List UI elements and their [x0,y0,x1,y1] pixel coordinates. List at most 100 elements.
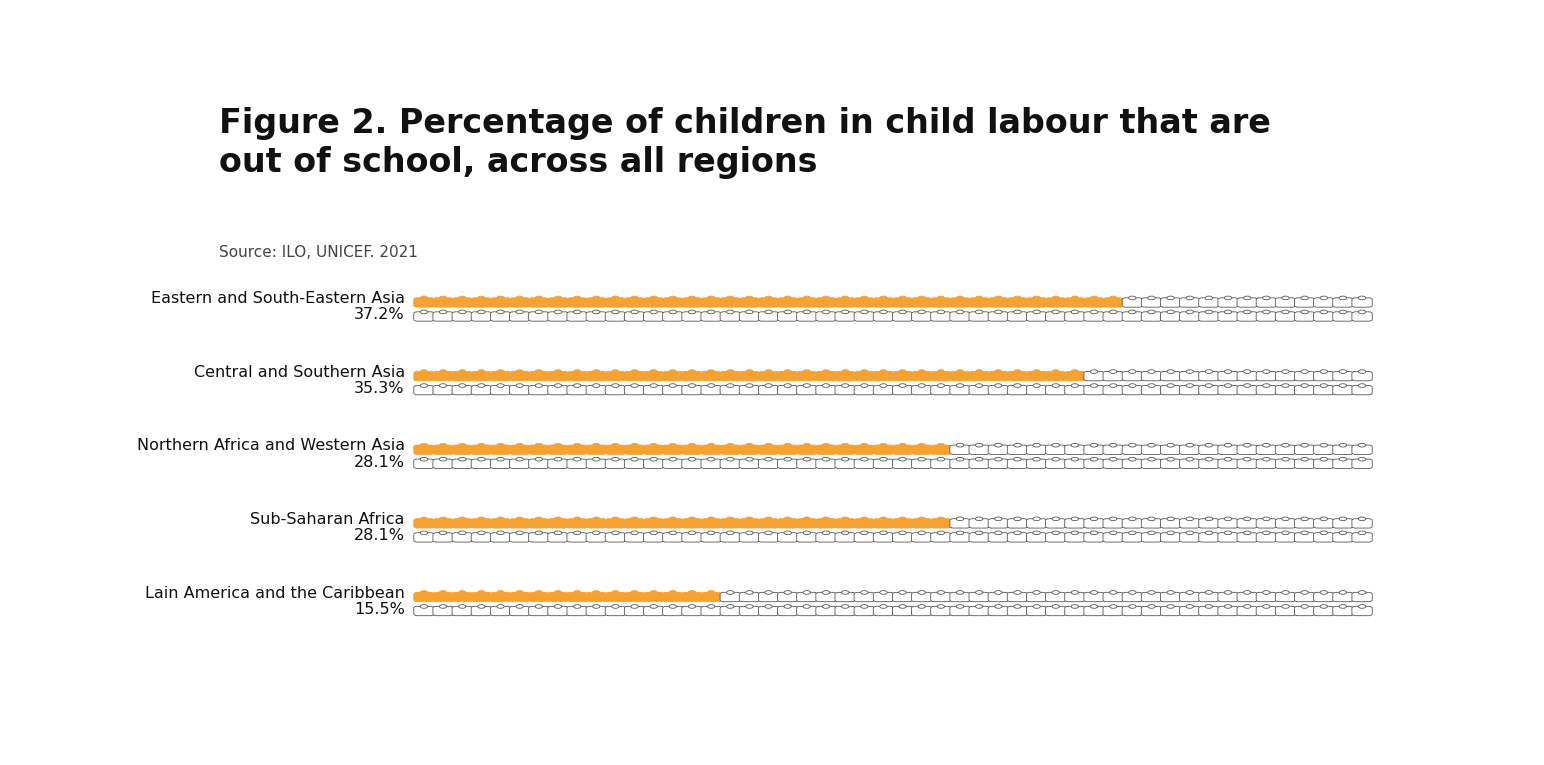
Circle shape [1167,310,1175,314]
FancyBboxPatch shape [874,532,894,542]
FancyBboxPatch shape [740,298,760,308]
FancyBboxPatch shape [452,532,472,542]
FancyBboxPatch shape [740,459,760,468]
Circle shape [937,591,945,594]
FancyBboxPatch shape [587,607,607,616]
FancyBboxPatch shape [605,386,625,395]
Circle shape [573,296,581,300]
FancyBboxPatch shape [1275,298,1295,308]
FancyBboxPatch shape [1141,607,1161,616]
Circle shape [1110,457,1116,461]
FancyBboxPatch shape [815,372,837,381]
Circle shape [1110,369,1116,373]
Circle shape [1186,604,1194,608]
FancyBboxPatch shape [970,445,990,454]
Circle shape [976,531,984,535]
FancyBboxPatch shape [510,312,530,321]
FancyBboxPatch shape [720,592,741,602]
Circle shape [1014,531,1021,535]
FancyBboxPatch shape [605,312,625,321]
FancyBboxPatch shape [1353,592,1373,602]
Circle shape [727,517,733,521]
Circle shape [1090,517,1098,521]
FancyBboxPatch shape [1141,519,1161,528]
Circle shape [1147,531,1155,535]
Circle shape [707,444,715,447]
Circle shape [611,310,619,314]
FancyBboxPatch shape [1275,532,1295,542]
Circle shape [669,384,676,387]
Circle shape [1282,296,1289,300]
Circle shape [440,444,446,447]
FancyBboxPatch shape [1045,532,1065,542]
FancyBboxPatch shape [1161,592,1181,602]
FancyBboxPatch shape [874,519,894,528]
Circle shape [880,604,888,608]
Circle shape [593,591,601,594]
Circle shape [1051,369,1059,373]
Circle shape [554,591,562,594]
FancyBboxPatch shape [1161,607,1181,616]
Circle shape [1282,444,1289,447]
FancyBboxPatch shape [1141,445,1161,454]
Text: Source: ILO, UNICEF. 2021: Source: ILO, UNICEF. 2021 [219,245,418,260]
Circle shape [1051,444,1059,447]
Circle shape [1072,457,1079,461]
FancyBboxPatch shape [1084,298,1104,308]
Circle shape [669,591,676,594]
Circle shape [689,369,696,373]
Circle shape [899,457,906,461]
Circle shape [516,457,523,461]
Circle shape [1243,591,1251,594]
Circle shape [1359,444,1366,447]
Circle shape [1263,369,1271,373]
Circle shape [420,310,428,314]
FancyBboxPatch shape [797,459,817,468]
FancyBboxPatch shape [1122,372,1143,381]
FancyBboxPatch shape [892,459,913,468]
FancyBboxPatch shape [1198,607,1220,616]
Circle shape [611,517,619,521]
FancyBboxPatch shape [950,519,970,528]
FancyBboxPatch shape [1294,298,1315,308]
Circle shape [860,531,868,535]
Circle shape [1147,517,1155,521]
Circle shape [1147,384,1155,387]
Circle shape [516,531,523,535]
Circle shape [554,296,562,300]
FancyBboxPatch shape [1007,312,1028,321]
Circle shape [764,517,772,521]
Circle shape [1110,384,1116,387]
Circle shape [1339,369,1346,373]
FancyBboxPatch shape [1122,312,1143,321]
FancyBboxPatch shape [1332,592,1353,602]
Circle shape [803,517,811,521]
FancyBboxPatch shape [1237,607,1257,616]
FancyBboxPatch shape [950,372,970,381]
Circle shape [841,517,849,521]
FancyBboxPatch shape [1045,372,1065,381]
Circle shape [1320,296,1328,300]
Circle shape [1147,604,1155,608]
Circle shape [631,310,638,314]
FancyBboxPatch shape [682,592,703,602]
Circle shape [477,531,485,535]
FancyBboxPatch shape [1198,445,1220,454]
Circle shape [1033,444,1041,447]
FancyBboxPatch shape [644,386,664,395]
FancyBboxPatch shape [1353,312,1373,321]
FancyBboxPatch shape [528,519,550,528]
Circle shape [1243,604,1251,608]
FancyBboxPatch shape [835,372,855,381]
Circle shape [727,444,733,447]
FancyBboxPatch shape [758,592,778,602]
Circle shape [956,457,963,461]
Circle shape [1090,604,1098,608]
Circle shape [956,517,963,521]
Circle shape [1186,531,1194,535]
FancyBboxPatch shape [1007,532,1028,542]
Circle shape [880,457,888,461]
Circle shape [497,384,505,387]
FancyBboxPatch shape [567,445,587,454]
FancyBboxPatch shape [1161,459,1181,468]
